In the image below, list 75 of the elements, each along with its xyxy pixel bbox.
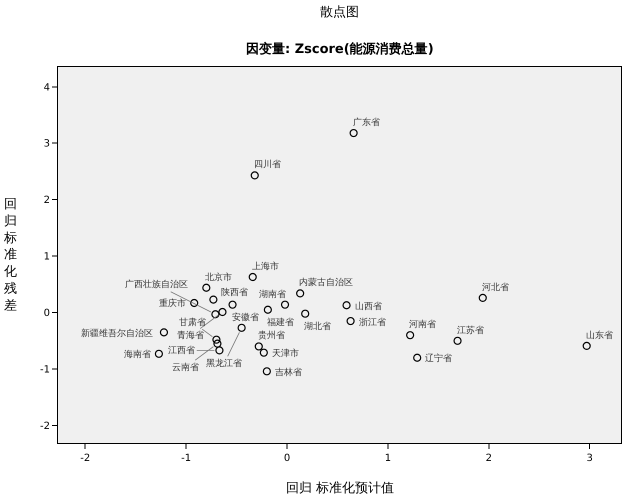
y-tick-label: 4 bbox=[44, 82, 50, 94]
annotation: 贵州省 bbox=[258, 330, 285, 341]
point bbox=[346, 316, 355, 326]
point bbox=[453, 336, 462, 345]
point bbox=[262, 367, 271, 376]
point bbox=[413, 354, 422, 362]
point bbox=[154, 350, 163, 358]
annotation: 重庆市 bbox=[159, 298, 186, 309]
point bbox=[350, 128, 358, 138]
point bbox=[342, 301, 351, 310]
annotation: 广西壮族自治区 bbox=[125, 279, 188, 290]
point bbox=[212, 336, 221, 344]
annotation: 山西省 bbox=[355, 301, 382, 312]
annotation: 黑龙江省 bbox=[206, 358, 242, 369]
point bbox=[238, 324, 246, 332]
x-tick-label: 2 bbox=[486, 453, 492, 464]
y-tick-label: -2 bbox=[40, 421, 50, 432]
point bbox=[296, 289, 304, 298]
annotation: 青海省 bbox=[177, 330, 204, 341]
x-tick-label: 0 bbox=[284, 453, 290, 464]
y-axis-title: 回归标准化残差 bbox=[3, 197, 17, 314]
annotation: 甘肃省 bbox=[179, 317, 206, 328]
point bbox=[248, 272, 257, 282]
annotation: 福建省 bbox=[267, 317, 294, 328]
annotation: 吉林省 bbox=[275, 367, 302, 378]
point bbox=[478, 294, 487, 302]
chart-title: 散点图 bbox=[320, 5, 359, 20]
point bbox=[202, 284, 210, 292]
x-tick-label: 1 bbox=[384, 453, 392, 464]
annotation: 新疆维吾尔自治区 bbox=[81, 328, 153, 339]
annotation: 陕西省 bbox=[221, 287, 248, 298]
point bbox=[218, 308, 227, 316]
point bbox=[260, 348, 268, 357]
annotation: 四川省 bbox=[254, 159, 281, 170]
x-tick-label: 3 bbox=[586, 453, 593, 464]
annotation: 安徽省 bbox=[232, 312, 259, 323]
annotation: 江西省 bbox=[168, 345, 195, 356]
point bbox=[190, 298, 198, 308]
point bbox=[228, 300, 237, 309]
annotation: 江苏省 bbox=[457, 325, 484, 336]
annotation: 湖南省 bbox=[259, 289, 286, 300]
annotation: 云南省 bbox=[172, 362, 199, 373]
point bbox=[213, 340, 222, 348]
chart-subtitle: 因变量: Zscore(能源消费总量) bbox=[246, 41, 434, 57]
annotation: 北京市 bbox=[205, 272, 232, 283]
annotation: 上海市 bbox=[252, 261, 279, 272]
annotation: 内蒙古自治区 bbox=[299, 277, 353, 288]
y-tick-label: 3 bbox=[44, 138, 50, 150]
annotation: 山东省 bbox=[586, 330, 613, 341]
point bbox=[250, 171, 259, 180]
annotation: 湖北省 bbox=[304, 321, 331, 332]
y-tick-label: 2 bbox=[44, 195, 50, 206]
y-tick-label: -1 bbox=[40, 364, 50, 376]
point bbox=[254, 342, 263, 351]
annotation: 辽宁省 bbox=[425, 353, 452, 364]
point bbox=[215, 346, 224, 355]
point bbox=[301, 310, 310, 318]
annotation: 海南省 bbox=[124, 349, 151, 360]
annotation: 河北省 bbox=[482, 282, 509, 293]
x-axis-title: 回归 标准化预计值 bbox=[286, 481, 394, 496]
point bbox=[211, 310, 220, 318]
point bbox=[160, 328, 168, 336]
annotation: 河南省 bbox=[409, 319, 436, 330]
point bbox=[264, 306, 272, 314]
annotation: 天津市 bbox=[272, 348, 299, 359]
annotation: 广东省 bbox=[353, 117, 380, 128]
x-tick-label: -1 bbox=[181, 453, 192, 464]
point bbox=[582, 342, 591, 350]
y-tick-label: 0 bbox=[44, 308, 50, 320]
point bbox=[209, 296, 218, 304]
point bbox=[280, 300, 290, 309]
x-tick-label: -2 bbox=[80, 453, 90, 464]
y-tick-label: 1 bbox=[44, 252, 50, 263]
annotation: 浙江省 bbox=[359, 317, 386, 328]
point bbox=[406, 331, 414, 340]
